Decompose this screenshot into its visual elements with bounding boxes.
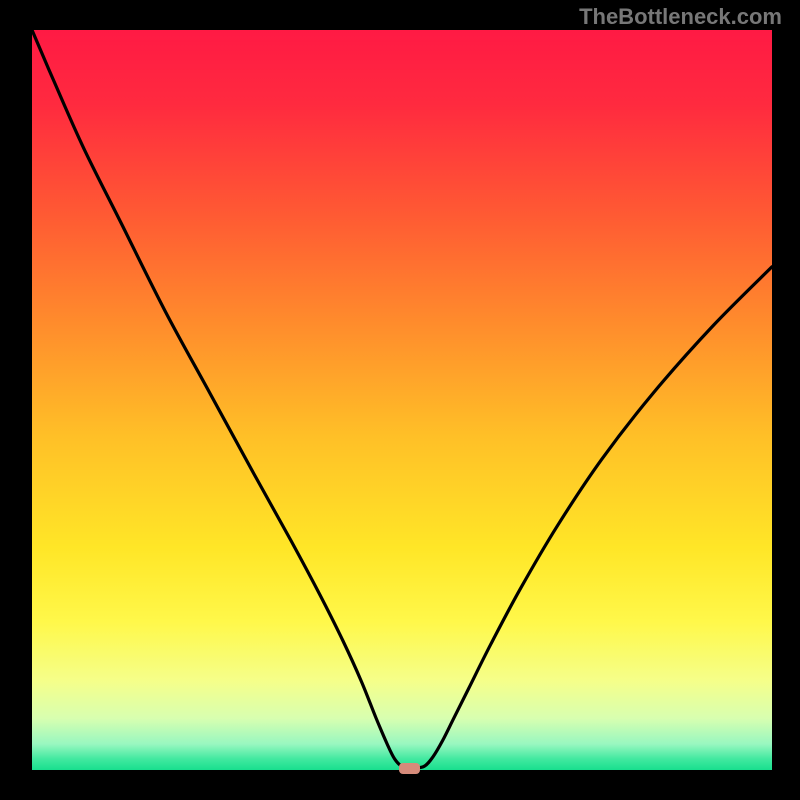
plot-area — [32, 30, 772, 770]
watermark-text: TheBottleneck.com — [579, 4, 782, 30]
minimum-marker — [399, 763, 420, 773]
bottleneck-curve — [32, 30, 772, 770]
chart-stage: TheBottleneck.com — [0, 0, 800, 800]
